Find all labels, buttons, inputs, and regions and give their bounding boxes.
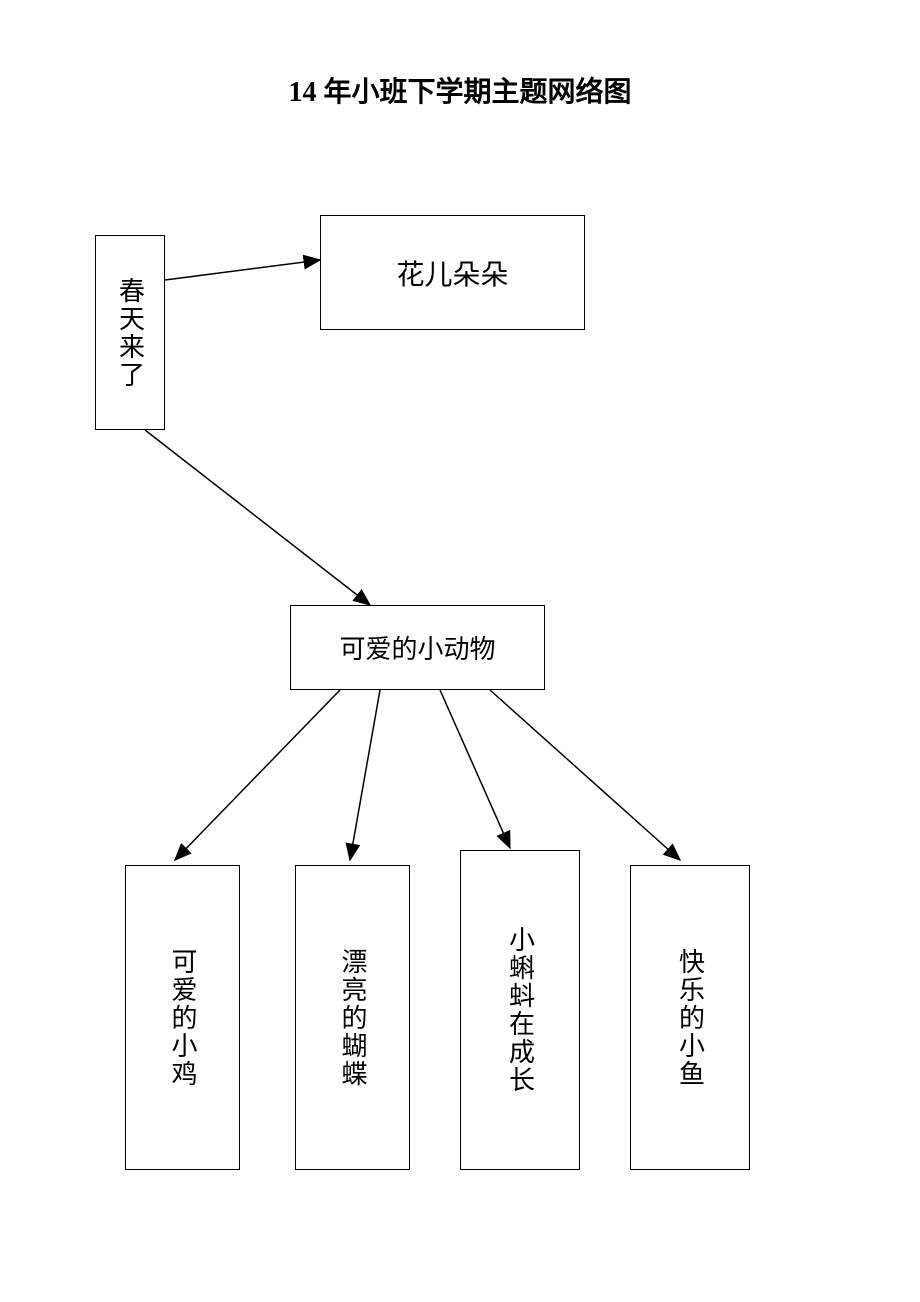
node-chicken-label: 可爱的小鸡 — [164, 948, 201, 1088]
node-animals-label: 可爱的小动物 — [339, 629, 495, 666]
node-flowers-label: 花儿朵朵 — [396, 253, 508, 293]
node-animals: 可爱的小动物 — [290, 605, 545, 690]
node-chicken: 可爱的小鸡 — [125, 865, 240, 1170]
node-fish: 快乐的小鱼 — [630, 865, 750, 1170]
node-fish-label: 快乐的小鱼 — [672, 948, 709, 1088]
diagram-title: 14 年小班下学期主题网络图 — [0, 70, 920, 110]
node-butterfly: 漂亮的蝴蝶 — [295, 865, 410, 1170]
node-tadpole: 小蝌蚪在成长 — [460, 850, 580, 1170]
node-spring: 春天来了 — [95, 235, 165, 430]
node-tadpole-label: 小蝌蚪在成长 — [502, 926, 539, 1094]
node-spring-label: 春天来了 — [112, 277, 149, 389]
node-butterfly-label: 漂亮的蝴蝶 — [334, 948, 371, 1088]
node-flowers: 花儿朵朵 — [320, 215, 585, 330]
